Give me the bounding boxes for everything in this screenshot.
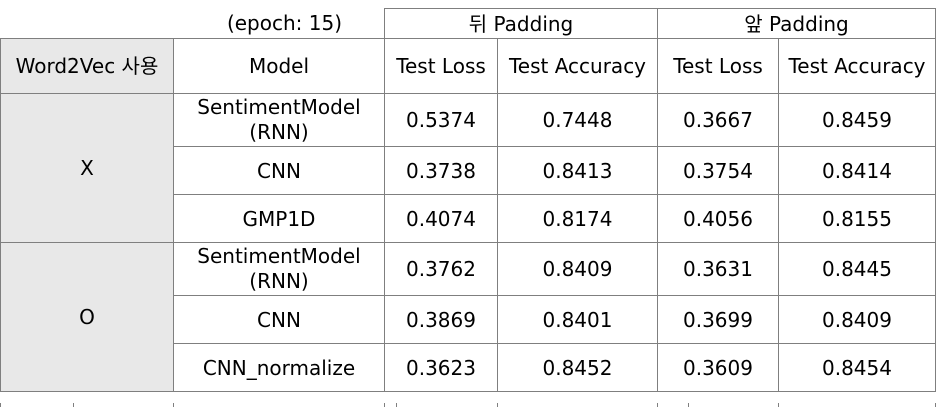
back-accuracy-cell: 0.8452 [497,343,658,392]
bottom-tick [0,403,1,407]
column-header-model: Model [173,38,385,94]
back-loss-cell: 0.3738 [384,146,498,195]
model-cell: SentimentModel (RNN) [173,93,385,147]
table-row: O SentimentModel (RNN) 0.3762 0.8409 0.3… [0,242,936,392]
back-accuracy-cell: 0.7448 [497,93,658,147]
back-accuracy-cell: 0.8401 [497,295,658,344]
model-cell: CNN_normalize [173,343,385,392]
model-cell: SentimentModel (RNN) [173,242,385,296]
bottom-tick [497,403,498,407]
epoch-label: (epoch: 15) [0,8,385,39]
front-accuracy-cell: 0.8445 [778,242,936,296]
group-header-front-padding: 앞 Padding [657,8,936,39]
table-row: CNN 0.3869 0.8401 0.3699 0.8409 [1,295,936,344]
column-header-front-test-loss: Test Loss [657,38,779,94]
back-accuracy-cell: 0.8174 [497,194,658,243]
bottom-strip [0,403,937,407]
bottom-tick [688,403,689,407]
front-loss-cell: 0.3754 [657,146,779,195]
back-loss-cell: 0.3869 [384,295,498,344]
group-header-back-padding: 뒤 Padding [384,8,658,39]
column-header-back-test-accuracy: Test Accuracy [497,38,658,94]
word2vec-cell: O [0,242,174,392]
front-accuracy-cell: 0.8454 [778,343,936,392]
back-accuracy-cell: 0.8409 [497,242,658,296]
bottom-tick [173,403,174,407]
column-header-word2vec: Word2Vec 사용 [0,38,174,94]
word2vec-cell: X [0,93,174,243]
table-row: GMP1D 0.4074 0.8174 0.4056 0.8155 [1,194,936,243]
column-header-row: Word2Vec 사용 Model Test Loss Test Accurac… [0,38,936,94]
results-table: (epoch: 15) 뒤 Padding 앞 Padding Word2Vec… [0,8,936,392]
model-cell: CNN [173,146,385,195]
bottom-tick [935,403,936,407]
table-row: CNN_normalize 0.3623 0.8452 0.3609 0.845… [1,343,936,392]
front-loss-cell: 0.4056 [657,194,779,243]
back-loss-cell: 0.4074 [384,194,498,243]
front-loss-cell: 0.3667 [657,93,779,147]
front-loss-cell: 0.3699 [657,295,779,344]
title-row: (epoch: 15) 뒤 Padding 앞 Padding [0,8,936,39]
bottom-tick [384,403,385,407]
front-loss-cell: 0.3631 [657,242,779,296]
front-loss-cell: 0.3609 [657,343,779,392]
front-accuracy-cell: 0.8459 [778,93,936,147]
back-loss-cell: 0.3623 [384,343,498,392]
back-loss-cell: 0.3762 [384,242,498,296]
front-accuracy-cell: 0.8409 [778,295,936,344]
model-cell: CNN [173,295,385,344]
front-accuracy-cell: 0.8155 [778,194,936,243]
bottom-tick [657,403,658,407]
model-cell: GMP1D [173,194,385,243]
bottom-tick [73,403,74,407]
bottom-tick [396,403,397,407]
front-accuracy-cell: 0.8414 [778,146,936,195]
column-header-front-test-accuracy: Test Accuracy [778,38,936,94]
column-header-back-test-loss: Test Loss [384,38,498,94]
back-loss-cell: 0.5374 [384,93,498,147]
table-row: X SentimentModel (RNN) 0.5374 0.7448 0.3… [0,93,936,243]
back-accuracy-cell: 0.8413 [497,146,658,195]
bottom-tick [778,403,779,407]
